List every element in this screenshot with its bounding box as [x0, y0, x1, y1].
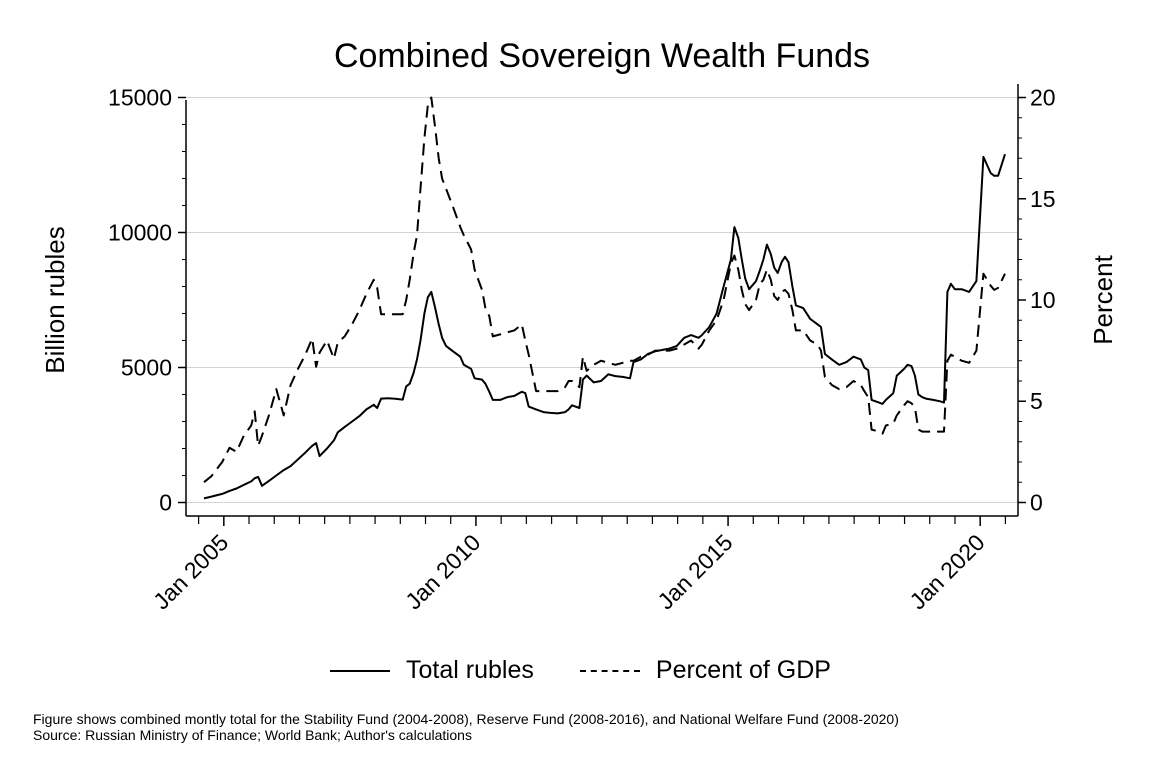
legend-label: Percent of GDP	[655, 656, 831, 684]
legend-swatch-solid	[330, 669, 391, 672]
legend-item-percent-gdp: Percent of GDP	[579, 656, 831, 685]
legend: Total rubles Percent of GDP	[0, 656, 1161, 685]
legend-label: Total rubles	[406, 656, 534, 684]
x-tick-label: Jan 2005	[148, 529, 233, 614]
x-tick-label: Jan 2020	[904, 529, 989, 614]
y-tick-label-right: 20	[1030, 85, 1056, 111]
y-axis-title-right: Percent	[1088, 254, 1118, 344]
legend-swatch-dashed	[579, 669, 640, 672]
x-tick-label: Jan 2015	[652, 529, 737, 614]
legend-item-total-rubles: Total rubles	[330, 656, 534, 685]
footnote-description: Figure shows combined montly total for t…	[33, 711, 899, 727]
y-tick-label-right: 15	[1030, 186, 1056, 212]
footnote-source: Source: Russian Ministry of Finance; Wor…	[33, 727, 472, 743]
y-tick-label-right: 10	[1030, 287, 1056, 313]
footnote: Figure shows combined montly total for t…	[33, 711, 899, 743]
series-line-percent-gdp	[203, 96, 1006, 483]
chart-title: Combined Sovereign Wealth Funds	[334, 37, 870, 75]
series-line-total-rubles	[203, 153, 1006, 500]
y-tick-label-right: 5	[1030, 388, 1043, 414]
y-axis-title-left: Billion rubles	[40, 226, 70, 373]
y-tick-label-left: 0	[159, 490, 172, 516]
y-tick-label-right: 0	[1030, 489, 1043, 515]
y-tick-label-left: 5000	[121, 355, 172, 381]
y-tick-label-left: 15000	[108, 85, 172, 111]
y-tick-label-left: 10000	[108, 220, 172, 246]
x-tick-label: Jan 2010	[400, 529, 485, 614]
